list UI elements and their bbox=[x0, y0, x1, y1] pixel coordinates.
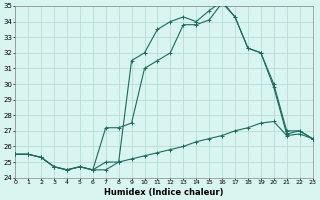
X-axis label: Humidex (Indice chaleur): Humidex (Indice chaleur) bbox=[104, 188, 224, 197]
